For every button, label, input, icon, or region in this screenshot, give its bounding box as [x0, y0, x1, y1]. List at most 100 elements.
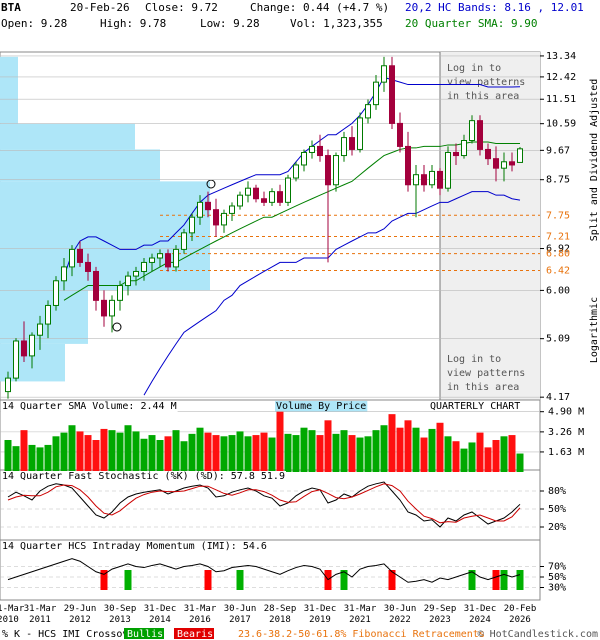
change: Change: 0.44 (+4.7 %) [250, 1, 389, 14]
volume-bar [420, 437, 428, 472]
candle-body [93, 270, 99, 301]
volume-bar [428, 428, 436, 472]
crossover-bullish [340, 570, 348, 590]
volume-bar [308, 430, 316, 472]
crossover-bearish [204, 570, 212, 590]
volume-bar [76, 431, 84, 472]
volume-bar [148, 435, 156, 472]
volume-bar [100, 428, 108, 472]
volume-bar [12, 446, 20, 472]
x-tick-label: 28-Sep 2018 [263, 604, 297, 625]
panel-title: 14 Quarter SMA Volume: 2.44 M [2, 401, 177, 412]
volume-bar [236, 431, 244, 472]
y-tick-label: 50% [548, 504, 566, 515]
volume-bar [260, 432, 268, 472]
volume-by-price [0, 56, 18, 124]
crossover-bearish [492, 570, 500, 590]
title-bg [1, 541, 268, 552]
candle-body [333, 155, 339, 186]
candle-body [341, 137, 347, 157]
volume-bar [356, 437, 364, 472]
candle-body [397, 122, 403, 147]
candle-body [501, 161, 507, 169]
volume-bar [468, 442, 476, 472]
volume-bar [300, 427, 308, 472]
volume-bar [348, 435, 356, 472]
volume-bar [372, 430, 380, 472]
candle-body [365, 104, 371, 119]
candle-body [381, 65, 387, 83]
volume-bar [220, 436, 228, 472]
candle-body [213, 209, 219, 226]
volume-bar [124, 425, 132, 472]
candle-body [165, 253, 171, 268]
y-tick-label: 50% [548, 572, 566, 583]
volume-bar [460, 448, 468, 472]
volume-bar [20, 430, 28, 472]
x-tick-label: 31-Mar 2011 [23, 604, 57, 625]
candle-body [221, 212, 227, 226]
locked-area [440, 52, 540, 400]
y-tick-label: 6.00 [546, 285, 570, 296]
candle-body [325, 155, 331, 186]
pattern-marker [206, 179, 216, 189]
candle-body [77, 248, 83, 263]
candle-body [477, 120, 483, 150]
volume-bar [132, 431, 140, 472]
candle-body [261, 198, 267, 203]
low: Low: 9.28 [200, 17, 260, 30]
panel-title: QUARTERLY CHART [430, 401, 520, 412]
candle-body [85, 261, 91, 272]
y-tick-label: 30% [548, 583, 566, 594]
candle-body [61, 266, 67, 282]
crossover-bullish [468, 570, 476, 590]
line [7, 481, 521, 528]
volume-bar [516, 453, 524, 472]
close: Close: 9.72 [145, 1, 218, 14]
y-tick-label: 8.75 [546, 175, 570, 186]
candle-body [237, 194, 243, 207]
fib-label: 7.75 [546, 210, 570, 221]
locked-note: view patterns [447, 77, 525, 88]
volume-bar [484, 447, 492, 472]
candle-body [285, 177, 291, 203]
crossover-bullish [516, 570, 524, 590]
candle-body [29, 334, 35, 357]
x-tick-label: 20-Feb 2026 [503, 604, 537, 625]
y-tick-label: 9.67 [546, 145, 570, 156]
volume-bar [492, 440, 500, 472]
panel-title: 14 Quarter HCS Intraday Momentum (IMI): … [2, 541, 267, 552]
candle-body [173, 248, 179, 268]
x-tick-label: 29-Sep 2023 [423, 604, 457, 625]
volume-bar [276, 411, 284, 472]
volume-bar [252, 435, 260, 472]
panel-title: 14 Quarter Fast Stochastic (%K) (%D): 57… [2, 471, 285, 482]
volume-bar [412, 427, 420, 472]
y-tick-label: 70% [548, 562, 566, 573]
candle-body [469, 120, 475, 142]
bullish-key [124, 628, 164, 639]
volume-bar [244, 436, 252, 472]
crossover-bullish [236, 570, 244, 590]
y-tick-label: 10.59 [546, 119, 576, 130]
volume-bar [340, 430, 348, 472]
sma: 20 Quarter SMA: 9.90 [405, 17, 537, 30]
volume-bar [4, 440, 12, 472]
side-label: Split and Dividend Adjusted [589, 79, 600, 242]
main-panel [0, 56, 210, 382]
fib-label: 6.80 [546, 249, 570, 260]
volume-bar [108, 430, 116, 472]
volume-bar [212, 435, 220, 472]
volume-bar [388, 414, 396, 472]
candle-body [509, 161, 515, 166]
y-tick-label: 3.26 M [548, 427, 584, 438]
volume-bar [316, 435, 324, 472]
locked-note: in this area [447, 382, 519, 393]
x-tick-label: 30-Sep 2013 [103, 604, 137, 625]
candle-body [125, 275, 131, 287]
footer-bullish: Bullish [127, 629, 169, 640]
candle-body [309, 145, 315, 153]
volume-by-price [0, 181, 210, 291]
volume-bar [172, 430, 180, 472]
